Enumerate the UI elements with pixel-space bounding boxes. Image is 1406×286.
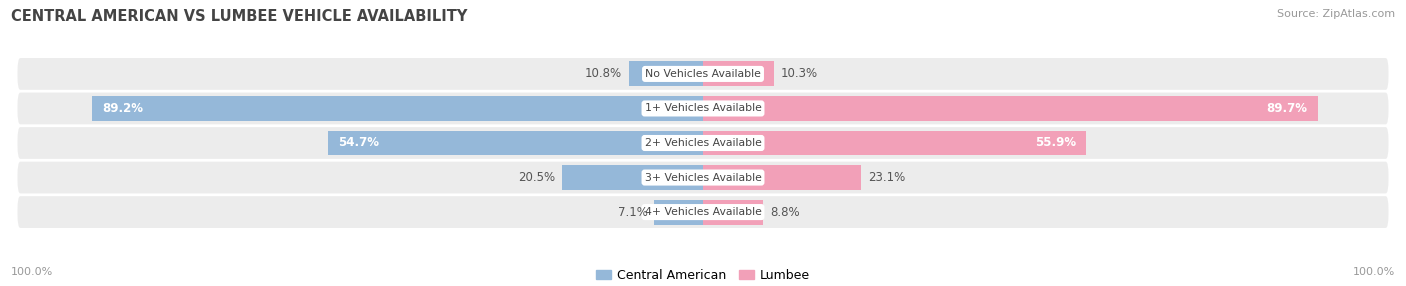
Text: 55.9%: 55.9% xyxy=(1035,136,1076,150)
Text: 8.8%: 8.8% xyxy=(770,206,800,219)
Text: 1+ Vehicles Available: 1+ Vehicles Available xyxy=(644,104,762,114)
FancyBboxPatch shape xyxy=(17,162,1389,193)
Text: 89.7%: 89.7% xyxy=(1267,102,1308,115)
Text: 7.1%: 7.1% xyxy=(617,206,648,219)
Text: 3+ Vehicles Available: 3+ Vehicles Available xyxy=(644,172,762,182)
Text: 10.3%: 10.3% xyxy=(780,67,817,80)
Text: Source: ZipAtlas.com: Source: ZipAtlas.com xyxy=(1277,9,1395,19)
Bar xyxy=(703,61,773,86)
Text: 10.8%: 10.8% xyxy=(585,67,621,80)
Text: 23.1%: 23.1% xyxy=(869,171,905,184)
FancyBboxPatch shape xyxy=(17,58,1389,90)
Text: 20.5%: 20.5% xyxy=(519,171,555,184)
FancyBboxPatch shape xyxy=(17,127,1389,159)
Bar xyxy=(703,96,1317,121)
Bar xyxy=(562,165,703,190)
Text: 100.0%: 100.0% xyxy=(11,267,53,277)
Text: CENTRAL AMERICAN VS LUMBEE VEHICLE AVAILABILITY: CENTRAL AMERICAN VS LUMBEE VEHICLE AVAIL… xyxy=(11,9,468,23)
Text: 54.7%: 54.7% xyxy=(339,136,380,150)
FancyBboxPatch shape xyxy=(17,196,1389,228)
Bar xyxy=(91,96,703,121)
Bar xyxy=(328,131,703,155)
Text: 2+ Vehicles Available: 2+ Vehicles Available xyxy=(644,138,762,148)
FancyBboxPatch shape xyxy=(17,93,1389,124)
Legend: Central American, Lumbee: Central American, Lumbee xyxy=(591,264,815,286)
Text: 100.0%: 100.0% xyxy=(1353,267,1395,277)
Text: No Vehicles Available: No Vehicles Available xyxy=(645,69,761,79)
Bar xyxy=(628,61,703,86)
Text: 4+ Vehicles Available: 4+ Vehicles Available xyxy=(644,207,762,217)
Bar xyxy=(703,200,763,225)
Bar xyxy=(703,165,862,190)
Text: 89.2%: 89.2% xyxy=(101,102,143,115)
Bar xyxy=(703,131,1087,155)
Bar xyxy=(654,200,703,225)
